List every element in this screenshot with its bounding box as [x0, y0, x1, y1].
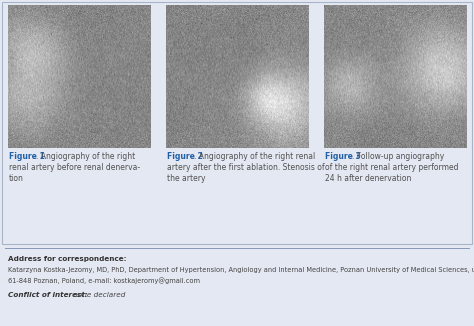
Text: the artery: the artery	[167, 174, 206, 183]
Text: of the right renal artery performed: of the right renal artery performed	[325, 163, 458, 172]
Text: . Angiography of the right renal: . Angiography of the right renal	[194, 152, 315, 161]
Text: Figure 2: Figure 2	[167, 152, 203, 161]
Text: Figure 1: Figure 1	[9, 152, 45, 161]
Text: Conflict of interest:: Conflict of interest:	[8, 292, 88, 298]
Text: . Angiography of the right: . Angiography of the right	[36, 152, 135, 161]
Text: 61-848 Poznan, Poland, e-mail: kostkajeromy@gmail.com: 61-848 Poznan, Poland, e-mail: kostkajer…	[8, 277, 200, 284]
Text: Address for correspondence:: Address for correspondence:	[8, 256, 127, 262]
Text: tion: tion	[9, 174, 24, 183]
Text: Katarzyna Kostka-Jezomy, MD, PhD, Department of Hypertension, Angiology and Inte: Katarzyna Kostka-Jezomy, MD, PhD, Depart…	[8, 267, 474, 273]
Text: renal artery before renal denerva-: renal artery before renal denerva-	[9, 163, 140, 172]
Text: artery after the first ablation. Stenosis of: artery after the first ablation. Stenosi…	[167, 163, 325, 172]
Text: 24 h after denervation: 24 h after denervation	[325, 174, 411, 183]
Text: . Follow-up angiography: . Follow-up angiography	[352, 152, 444, 161]
Text: none declared: none declared	[71, 292, 126, 298]
Text: Figure 3: Figure 3	[325, 152, 361, 161]
